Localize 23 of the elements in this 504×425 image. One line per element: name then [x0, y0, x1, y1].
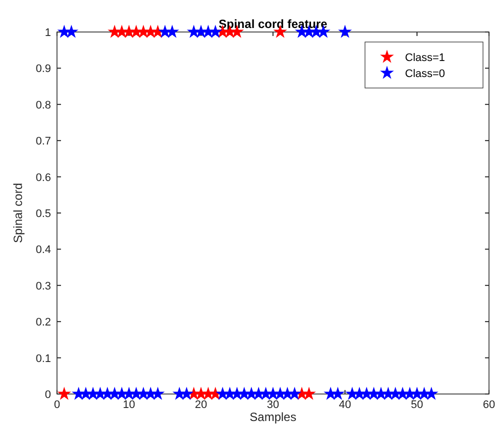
x-tick-label: 10 [122, 399, 136, 411]
y-tick-label: 0.2 [36, 316, 51, 329]
y-tick-label: 0.4 [36, 244, 51, 256]
x-axis-title: Samples [250, 410, 296, 424]
y-axis-title: Spinal cord [11, 182, 25, 244]
x-tick-label: 30 [266, 399, 280, 411]
y-tick-label: 0.8 [36, 99, 51, 112]
x-tick-label: 40 [338, 399, 352, 411]
y-tick-label: 0.3 [36, 280, 51, 292]
y-tick-label: 0.6 [36, 172, 51, 184]
x-tick-label: 20 [194, 399, 208, 411]
y-tick-label: 1 [44, 27, 51, 39]
y-tick-label: 0.1 [36, 352, 51, 365]
y-tick-label: 0.7 [36, 136, 51, 148]
x-tick-label: 50 [410, 399, 424, 411]
x-tick-label: 60 [482, 399, 496, 411]
y-tick-label: 0 [44, 389, 51, 401]
x-tick-label: 0 [54, 399, 60, 411]
legend-label: Class=0 [405, 68, 446, 80]
legend-label: Class=1 [405, 52, 446, 64]
y-tick-label: 0.9 [36, 63, 51, 76]
chart-title: Spinal cord feature [218, 17, 328, 31]
y-tick-label: 0.5 [36, 208, 51, 220]
